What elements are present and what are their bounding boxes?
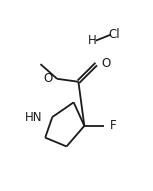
Text: O: O [102,57,111,70]
Text: O: O [43,72,52,85]
Text: H: H [88,34,97,47]
Text: F: F [110,119,116,132]
Text: Cl: Cl [108,28,120,41]
Text: HN: HN [25,111,43,124]
